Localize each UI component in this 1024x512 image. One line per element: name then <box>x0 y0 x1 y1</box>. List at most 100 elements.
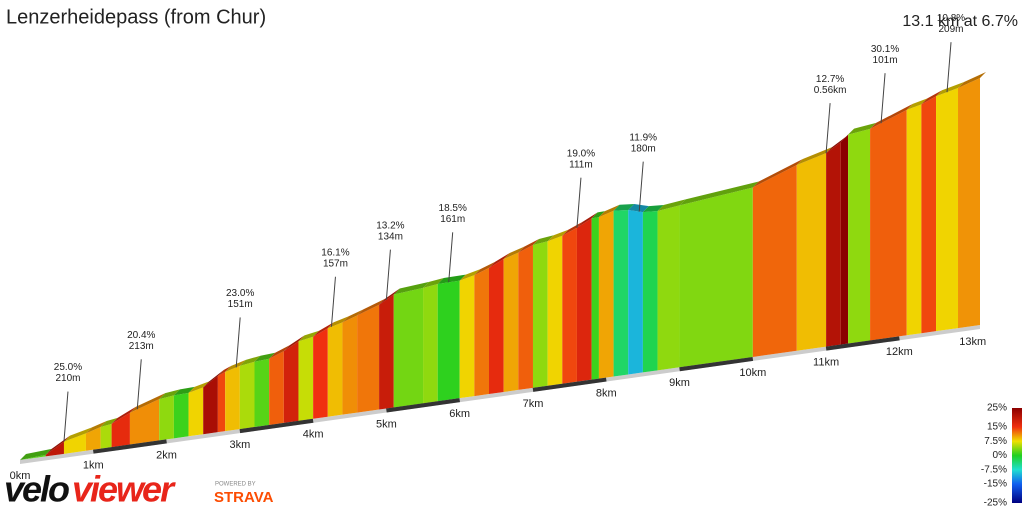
colorbar-label: 7.5% <box>984 436 1007 447</box>
segment-top <box>591 211 605 219</box>
segment <box>239 361 255 430</box>
segment <box>254 358 270 428</box>
axis-dash <box>825 336 900 351</box>
segment-top <box>489 253 510 268</box>
annotation-leader <box>385 249 391 300</box>
segment <box>129 399 160 445</box>
segment-top <box>958 72 986 89</box>
segment <box>752 164 797 357</box>
segment <box>642 210 658 373</box>
segment <box>613 209 629 377</box>
annotation-label: 16.1% <box>321 247 349 258</box>
segment-top <box>20 448 52 460</box>
segment-top <box>254 352 276 362</box>
segment-top <box>613 203 635 211</box>
annotation-label: 30.1% <box>871 44 899 55</box>
segment <box>936 88 959 332</box>
segment <box>217 371 226 433</box>
segment-top <box>188 381 210 393</box>
segment-top <box>679 181 759 206</box>
segment <box>576 218 592 382</box>
annotation-label: 23.0% <box>226 288 254 299</box>
annotation-sublabel: 134m <box>378 231 403 242</box>
axis-dash <box>532 377 607 392</box>
segment-top <box>269 345 290 359</box>
annotation-leader <box>235 317 241 368</box>
segment <box>679 187 753 368</box>
annotation-leader <box>448 232 454 283</box>
segment-top <box>752 158 803 188</box>
logo: velo viewer POWERED BY STRAVA <box>4 469 274 510</box>
segment <box>357 304 380 413</box>
annotation-sublabel: 151m <box>228 299 253 310</box>
segment <box>100 423 112 449</box>
annotation-label: 25.0% <box>54 362 82 373</box>
segment-top <box>225 359 246 372</box>
annotation-sublabel: 213m <box>129 341 154 352</box>
segment-top <box>657 199 686 211</box>
segment <box>459 275 475 399</box>
segment-top <box>173 386 195 396</box>
segment-top <box>313 322 334 337</box>
annotation-leader <box>576 177 582 228</box>
segment-top <box>576 212 598 228</box>
segment-top <box>503 246 525 260</box>
x-tick-label: 11km <box>813 357 839 369</box>
segment-top <box>796 147 833 165</box>
annotation-label: 12.7% <box>816 74 844 85</box>
segment-top <box>532 235 554 246</box>
chart-subtitle: 13.1 km at 6.7% <box>902 13 1018 30</box>
annotation-leader <box>638 161 644 212</box>
segment-top <box>459 269 481 281</box>
annotation-sublabel: 101m <box>873 55 898 66</box>
annotation-label: 11.9% <box>629 132 657 143</box>
axis-dash <box>239 418 314 434</box>
segment <box>474 267 490 397</box>
segment <box>173 392 189 439</box>
segment-top <box>848 122 877 135</box>
segment <box>598 210 614 379</box>
segment-top <box>474 261 496 276</box>
segment <box>283 341 299 423</box>
segment-top <box>906 98 928 110</box>
segment-top <box>826 136 847 154</box>
annotation-sublabel: 157m <box>323 258 348 269</box>
segment-top <box>547 229 569 242</box>
segment-top <box>628 203 649 213</box>
logo-velo: velo <box>4 469 69 510</box>
annotation-label: 20.4% <box>127 330 155 341</box>
colorbar-label: 25% <box>987 403 1007 414</box>
segment <box>379 294 394 410</box>
colorbar-label: -7.5% <box>981 464 1007 475</box>
logo-viewer: viewer <box>72 469 176 510</box>
segment <box>657 205 680 371</box>
segment-top <box>129 393 166 413</box>
segment <box>327 322 343 417</box>
powered-by: POWERED BY <box>215 482 256 488</box>
x-tick-label: 7km <box>523 398 544 410</box>
annotation-label: 18.5% <box>439 203 467 214</box>
segment <box>393 287 424 408</box>
segment-top <box>100 417 118 428</box>
segment <box>313 328 328 419</box>
colorbar-label: 0% <box>993 450 1008 461</box>
x-tick-label: 3km <box>229 439 250 451</box>
annotation-sublabel: 210m <box>55 373 80 384</box>
annotation-leader <box>136 359 142 410</box>
segment-top <box>562 221 583 236</box>
profile <box>20 72 986 460</box>
chart-title: Lenzerheidepass (from Chur) <box>6 6 266 28</box>
segment <box>437 280 460 402</box>
segment-top <box>111 406 136 424</box>
segment-top <box>203 369 224 388</box>
x-tick-label: 10km <box>739 367 766 379</box>
segment <box>342 315 358 415</box>
segment-top <box>642 204 664 213</box>
x-tick-label: 2km <box>156 449 177 461</box>
segment <box>188 387 204 437</box>
segment <box>518 245 533 390</box>
segment-top <box>936 82 965 97</box>
segment <box>423 284 438 404</box>
segment <box>532 241 548 388</box>
